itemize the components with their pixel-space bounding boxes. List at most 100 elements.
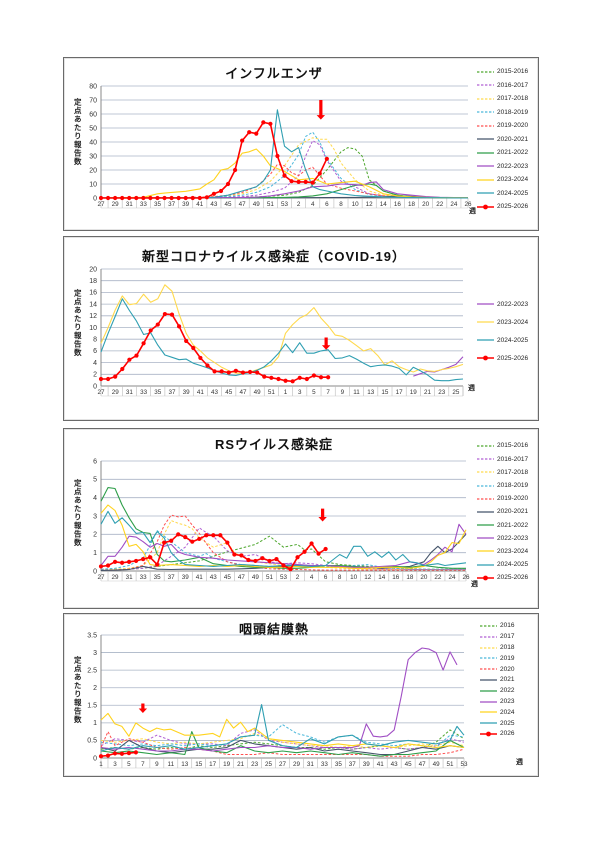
series-line-2016-2017 xyxy=(101,140,468,199)
legend-item: 2025-2026 xyxy=(477,571,528,584)
legend-label: 2024-2025 xyxy=(497,336,529,344)
svg-text:9: 9 xyxy=(341,389,345,396)
svg-text:2.5: 2.5 xyxy=(87,667,97,674)
svg-text:6: 6 xyxy=(325,201,329,208)
svg-text:47: 47 xyxy=(419,761,427,768)
series-line-2022-2023 xyxy=(100,523,467,568)
svg-text:0: 0 xyxy=(93,195,97,202)
x-axis-title: 週 xyxy=(469,208,476,215)
svg-text:43: 43 xyxy=(210,201,218,208)
legend-item: 2018-2019 xyxy=(477,106,528,120)
legend-item: 2015-2016 xyxy=(477,65,528,79)
svg-text:25: 25 xyxy=(452,389,460,396)
svg-text:31: 31 xyxy=(307,761,315,768)
svg-text:24: 24 xyxy=(450,201,458,208)
svg-text:47: 47 xyxy=(239,389,247,396)
legend-label: 2025-2026 xyxy=(497,203,529,211)
legend-line-swatch-icon xyxy=(477,204,494,210)
chart-panel-influenza: インフルエンザ 定点あたり報告数 0 10 20 30 40 50 60 70 80 27 29 31… xyxy=(63,57,539,231)
svg-text:35: 35 xyxy=(154,201,162,208)
svg-text:43: 43 xyxy=(210,574,218,581)
svg-text:7: 7 xyxy=(326,389,330,396)
svg-text:2: 2 xyxy=(93,372,97,379)
svg-text:40: 40 xyxy=(89,139,97,146)
annotation-arrow-down-icon xyxy=(316,100,326,120)
svg-text:43: 43 xyxy=(391,761,399,768)
svg-text:6: 6 xyxy=(93,458,97,465)
legend-label: 2019 xyxy=(500,654,515,662)
svg-text:0.5: 0.5 xyxy=(87,738,97,745)
legend-line-swatch-icon xyxy=(480,679,497,681)
svg-text:12: 12 xyxy=(364,574,372,581)
svg-text:1: 1 xyxy=(93,720,97,727)
legend-item: 2022 xyxy=(480,685,514,696)
svg-text:20: 20 xyxy=(89,266,97,273)
svg-text:27: 27 xyxy=(279,761,287,768)
svg-text:33: 33 xyxy=(140,574,148,581)
legend-line-swatch-icon xyxy=(477,84,494,86)
legend-item: 2025 xyxy=(480,718,514,729)
legend-line-swatch-icon xyxy=(477,192,494,194)
series-line-2022 xyxy=(100,731,465,757)
svg-text:19: 19 xyxy=(223,761,231,768)
legend-item: 2025-2026 xyxy=(477,349,528,367)
svg-text:39: 39 xyxy=(183,389,191,396)
legend-item: 2016-2017 xyxy=(477,453,528,466)
svg-text:11: 11 xyxy=(353,389,360,396)
svg-text:5: 5 xyxy=(93,477,97,484)
legend-label: 2017-2018 xyxy=(497,468,529,476)
series-line-2023 xyxy=(100,647,458,752)
y-axis-title: 定点あたり報告数 xyxy=(73,656,83,724)
legend-label: 2023-2024 xyxy=(497,176,529,184)
y-axis-title: 定点あたり報告数 xyxy=(73,98,83,166)
legend-item: 2020-2021 xyxy=(477,133,528,147)
svg-text:60: 60 xyxy=(89,111,97,118)
legend-item: 2024-2025 xyxy=(477,558,528,571)
series-line-2019-2020 xyxy=(101,163,468,199)
svg-text:53: 53 xyxy=(460,761,468,768)
svg-text:21: 21 xyxy=(237,761,245,768)
plot-area: 00.511.522.533.51 3 5 7 9 11 13 15 17 19 21 23 25 27 2… xyxy=(87,632,468,769)
svg-text:14: 14 xyxy=(89,301,97,308)
svg-text:41: 41 xyxy=(197,389,205,396)
svg-text:4: 4 xyxy=(310,574,314,581)
svg-text:13: 13 xyxy=(181,761,189,768)
series-line-2024 xyxy=(100,712,465,749)
legend-label: 2023-2024 xyxy=(497,547,529,555)
series-line-2017 xyxy=(100,729,465,750)
legend-label: 2022 xyxy=(500,687,515,695)
svg-text:13: 13 xyxy=(367,389,375,396)
svg-text:43: 43 xyxy=(211,389,219,396)
legend-label: 2017-2018 xyxy=(497,95,529,103)
svg-text:10: 10 xyxy=(89,181,97,188)
legend-line-swatch-icon xyxy=(477,550,494,553)
legend-line-swatch-icon xyxy=(477,98,494,100)
legend-item: 2022-2023 xyxy=(477,295,528,313)
svg-text:19: 19 xyxy=(410,389,418,396)
legend-item: 2021 xyxy=(480,675,514,686)
svg-text:47: 47 xyxy=(239,201,247,208)
svg-text:49: 49 xyxy=(254,389,262,396)
chart-title: 咽頭結膜熱 xyxy=(238,622,309,637)
legend-line-swatch-icon xyxy=(477,537,494,539)
legend-line-swatch-icon xyxy=(477,179,494,181)
legend-label: 2017 xyxy=(500,633,515,641)
legend-line-swatch-icon xyxy=(477,71,494,73)
svg-text:16: 16 xyxy=(89,290,97,297)
legend-line-swatch-icon xyxy=(477,564,494,566)
svg-text:51: 51 xyxy=(268,389,276,396)
svg-text:3: 3 xyxy=(113,761,117,768)
svg-text:51: 51 xyxy=(266,574,274,581)
legend-item: 2017-2018 xyxy=(477,92,528,106)
svg-text:27: 27 xyxy=(97,389,105,396)
x-axis-title: 週 xyxy=(516,759,523,766)
svg-text:1: 1 xyxy=(93,550,97,557)
svg-text:0: 0 xyxy=(93,383,97,390)
series-line-2019-2020 xyxy=(101,514,466,571)
svg-text:45: 45 xyxy=(225,389,233,396)
svg-text:7: 7 xyxy=(141,761,145,768)
legend-item: 2016-2017 xyxy=(477,79,528,93)
svg-text:45: 45 xyxy=(225,201,233,208)
svg-text:39: 39 xyxy=(182,201,190,208)
